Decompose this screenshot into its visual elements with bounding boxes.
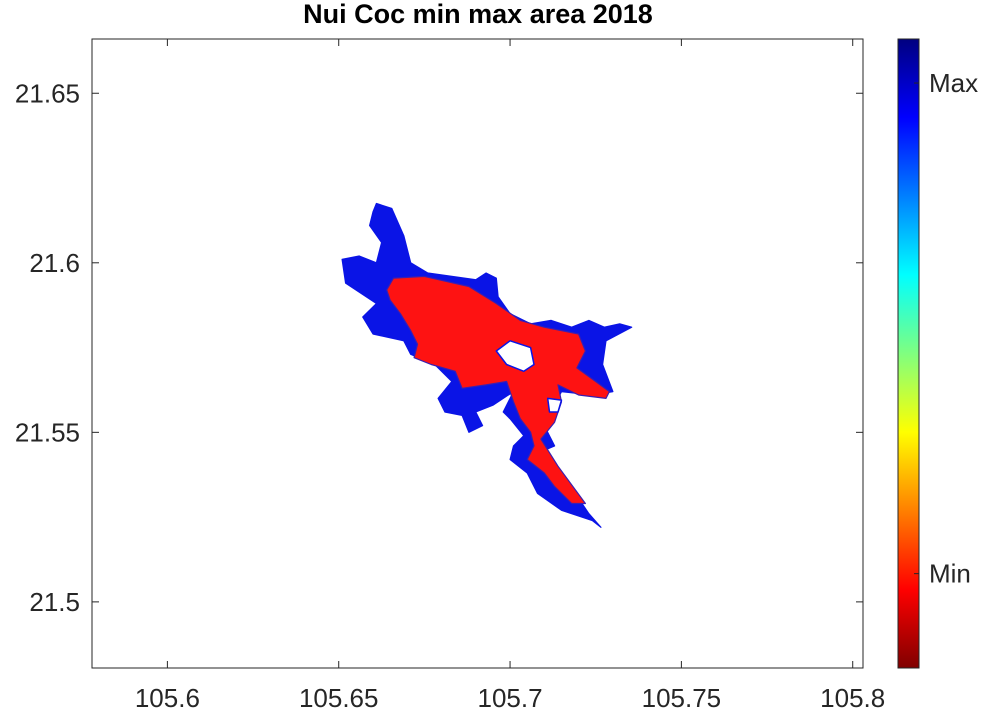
lake-regions (341, 202, 633, 528)
colorbar-gradient (897, 38, 920, 669)
region-min (386, 275, 611, 505)
y-tick-label: 21.65 (15, 78, 80, 108)
colorbar: Max Min (897, 38, 978, 669)
x-tick-label: 105.75 (642, 683, 722, 713)
x-tick-label: 105.65 (299, 683, 379, 713)
colorbar-label-min: Min (929, 559, 971, 589)
y-tick-label: 21.55 (15, 417, 80, 447)
y-tick-label: 21.6 (29, 248, 80, 278)
x-tick-label: 105.8 (820, 683, 885, 713)
region-min-hole (546, 397, 563, 413)
region-max-hole (495, 340, 535, 373)
y-tick-label: 21.5 (29, 587, 80, 617)
x-tick-label: 105.7 (478, 683, 543, 713)
axes-box (91, 38, 864, 669)
x-tick-label: 105.6 (135, 683, 200, 713)
chart-title: Nui Coc min max area 2018 (303, 0, 653, 29)
colorbar-label-max: Max (929, 68, 978, 98)
x-axis: 105.6 105.65 105.7 105.75 105.8 (135, 39, 885, 713)
y-axis: 21.5 21.55 21.6 21.65 (15, 78, 863, 617)
